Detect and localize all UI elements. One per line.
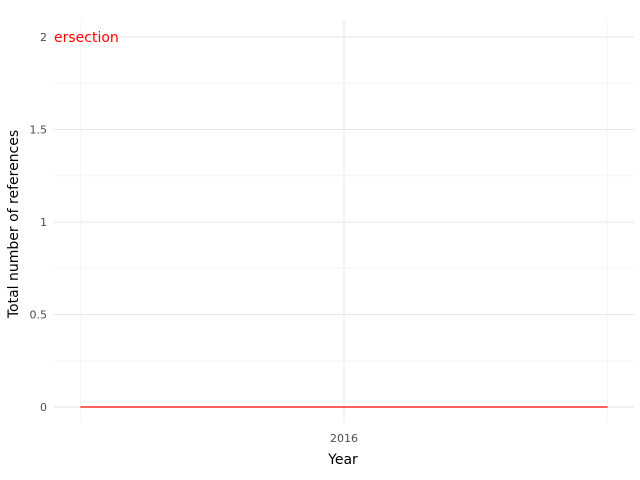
y-tick-label: 1 xyxy=(40,216,47,229)
annotation-label: ersection xyxy=(54,30,119,46)
y-tick-labels: 0 0.5 1 1.5 2 xyxy=(30,31,48,414)
y-tick-label: 0 xyxy=(40,401,47,414)
x-tick-label: 2016 xyxy=(330,432,358,445)
y-axis-title: Total number of references xyxy=(6,130,22,319)
x-tick-labels: 2016 xyxy=(330,432,358,445)
y-tick-label: 2 xyxy=(40,31,47,44)
x-axis-title: Year xyxy=(327,452,358,468)
y-tick-label: 0.5 xyxy=(30,309,48,322)
y-tick-label: 1.5 xyxy=(30,124,48,137)
grid xyxy=(54,20,634,422)
